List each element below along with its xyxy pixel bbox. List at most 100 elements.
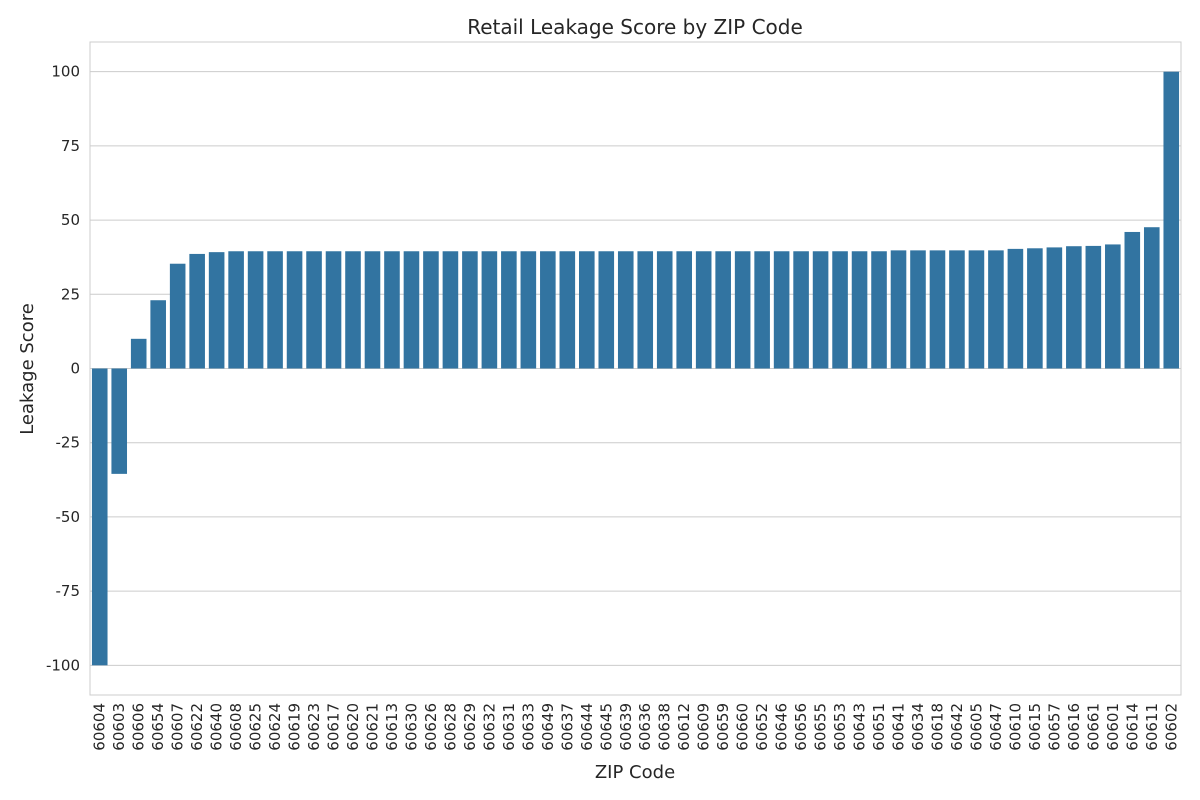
x-tick-label: 60614	[1123, 703, 1141, 751]
bar-60633	[520, 251, 537, 369]
x-tick-label: 60660	[734, 703, 752, 751]
x-tick-label: 60655	[812, 703, 830, 751]
bar-60605	[968, 250, 985, 369]
y-tick-label: 100	[51, 63, 80, 81]
x-tick-label: 60617	[325, 703, 343, 751]
bar-60621	[364, 251, 381, 369]
x-tick-label: 60619	[286, 703, 304, 751]
y-tick-label: 0	[70, 360, 80, 378]
x-tick-label: 60601	[1104, 703, 1122, 751]
x-tick-label: 60612	[675, 703, 693, 751]
x-tick-label: 60623	[305, 703, 323, 751]
bar-60644	[579, 251, 595, 369]
x-tick-label: 60625	[247, 703, 265, 751]
bar-60610	[1007, 248, 1024, 369]
x-tick-label: 60636	[636, 703, 654, 751]
bar-60634	[910, 250, 926, 369]
bar-60606	[130, 338, 147, 369]
bar-60613	[384, 251, 400, 369]
x-axis-label: ZIP Code	[595, 762, 675, 783]
x-tick-label: 60652	[753, 703, 771, 751]
x-tick-label: 60647	[987, 703, 1005, 751]
bar-60656	[793, 251, 809, 369]
x-tick-label: 60607	[169, 703, 187, 751]
plot-frame	[89, 41, 1182, 696]
x-tick-label: 60609	[695, 703, 713, 751]
x-tick-label: 60631	[500, 703, 518, 751]
x-tick-label: 60653	[831, 703, 849, 751]
x-tick-label: 60657	[1045, 703, 1063, 751]
x-tick-label: 60659	[714, 703, 732, 751]
y-tick-label: 75	[61, 137, 80, 155]
bar-60628	[442, 251, 459, 369]
x-tick-label: 60654	[149, 703, 167, 751]
bar-60657	[1046, 247, 1063, 369]
bar-60641	[890, 250, 907, 369]
bar-60622	[189, 253, 205, 369]
x-tick-label: 60618	[928, 703, 946, 751]
x-tick-label: 60634	[909, 703, 927, 751]
x-tick-label: 60621	[363, 703, 381, 751]
y-tick-label: -75	[56, 582, 81, 600]
bar-60625	[247, 251, 264, 369]
y-tick-label: -100	[46, 656, 80, 674]
bar-60619	[286, 251, 303, 369]
y-tick-label: 25	[61, 285, 80, 303]
bar-60626	[423, 251, 439, 369]
x-tick-label: 60651	[870, 703, 888, 751]
bar-60636	[637, 251, 654, 369]
bar-60659	[715, 251, 731, 369]
bar-60611	[1143, 227, 1160, 369]
bar-60620	[345, 251, 361, 369]
bar-60652	[754, 251, 770, 369]
bar-60640	[208, 252, 225, 369]
x-tick-label: 60606	[130, 703, 148, 751]
bar-60632	[481, 251, 498, 369]
bar-60630	[403, 251, 420, 369]
bar-60615	[1027, 248, 1043, 369]
x-tick-label: 60644	[578, 703, 596, 751]
bar-60638	[656, 251, 673, 369]
bar-60623	[306, 251, 322, 369]
x-tick-label: 60624	[266, 703, 284, 751]
x-tick-label: 60645	[597, 703, 615, 751]
x-tick-label: 60608	[227, 703, 245, 751]
bar-60604	[91, 368, 108, 666]
bar-60631	[501, 251, 517, 369]
x-tick-label: 60629	[461, 703, 479, 751]
x-tick-label: 60646	[773, 703, 791, 751]
x-tick-label: 60602	[1162, 703, 1180, 751]
x-tick-label: 60616	[1065, 703, 1083, 751]
bar-60645	[598, 251, 615, 369]
x-tick-label: 60630	[402, 703, 420, 751]
bar-60601	[1105, 244, 1121, 369]
x-tick-label: 60604	[91, 703, 109, 751]
x-tick-label: 60638	[656, 703, 674, 751]
bar-60629	[462, 251, 478, 369]
bar-60654	[150, 300, 166, 369]
bar-60655	[812, 251, 829, 369]
bar-60602	[1163, 71, 1180, 369]
bar-60643	[851, 251, 868, 369]
x-tick-label: 60610	[1006, 703, 1024, 751]
bar-60646	[773, 251, 790, 369]
bar-60653	[832, 251, 848, 369]
x-tick-labels: 60604 60603 60606 60654 60607 60622 60640 60608…	[91, 703, 1181, 751]
x-tick-label: 60641	[890, 703, 908, 751]
y-tick-labels: -100 -75 -50 -25 0 25 50 75 100	[46, 63, 80, 675]
bar-60661	[1085, 245, 1102, 369]
bar-60637	[559, 251, 576, 369]
x-tick-label: 60632	[480, 703, 498, 751]
x-tick-label: 60628	[441, 703, 459, 751]
x-tick-label: 60605	[967, 703, 985, 751]
bar-60642	[949, 250, 965, 369]
x-tick-label: 60661	[1084, 703, 1102, 751]
bar-60647	[988, 250, 1004, 369]
x-tick-label: 60620	[344, 703, 362, 751]
x-tick-label: 60613	[383, 703, 401, 751]
bar-60649	[540, 251, 556, 369]
bar-60616	[1066, 246, 1082, 369]
x-tick-label: 60633	[519, 703, 537, 751]
y-axis-label: Leakage Score	[17, 303, 38, 435]
y-tick-label: 50	[61, 211, 80, 229]
